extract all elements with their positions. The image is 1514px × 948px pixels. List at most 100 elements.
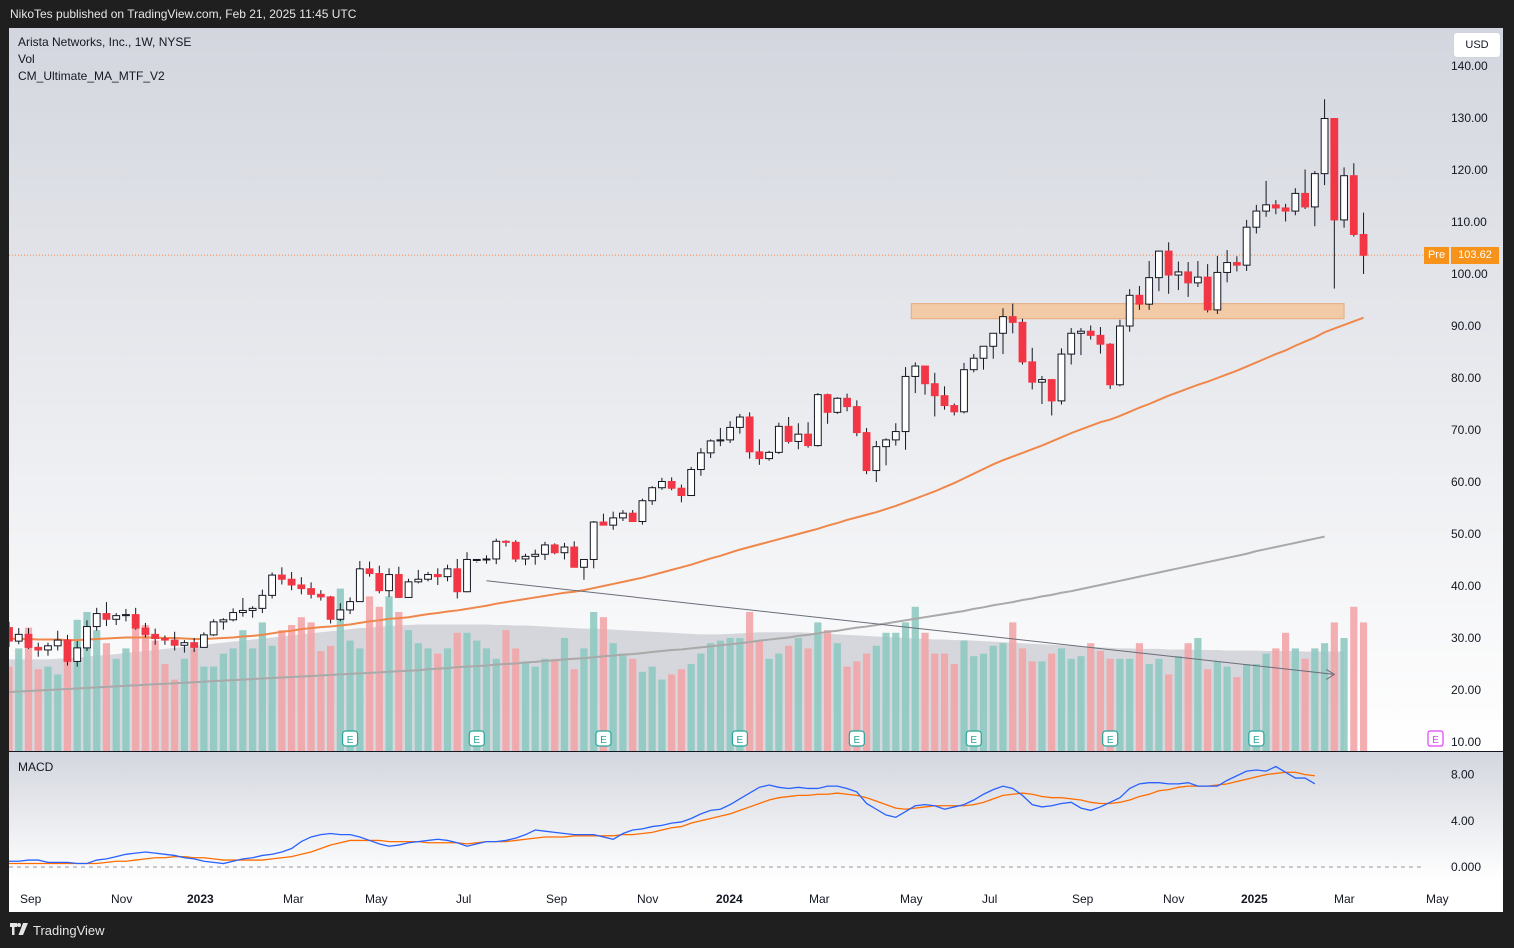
price-tick-label: 80.00 <box>1451 371 1481 385</box>
volume-bar <box>24 627 33 751</box>
volume-bar <box>970 656 978 751</box>
price-tick-label: 140.00 <box>1451 59 1488 73</box>
candle-body <box>1047 379 1056 402</box>
candle-body <box>502 540 510 543</box>
chart-canvas[interactable]: E E E E E E E E E 140.00 130.00 120.00 110.00 100.00 9… <box>9 28 1503 912</box>
candle-body <box>365 568 374 575</box>
volume-bar <box>931 653 939 751</box>
candle-body <box>1018 321 1027 363</box>
earnings-marker-label: E <box>853 735 860 746</box>
volume-bar <box>63 648 72 751</box>
time-tick-label: Sep <box>1072 892 1094 906</box>
price-tick-label: 30.00 <box>1451 631 1481 645</box>
candle-body <box>122 614 130 617</box>
candle-body <box>375 573 384 592</box>
candle-body <box>297 584 306 590</box>
volume-bar <box>443 648 452 751</box>
volume-bar <box>882 632 890 751</box>
volume-bar <box>463 632 471 751</box>
volume-bar <box>609 643 617 751</box>
candle-body <box>424 574 432 580</box>
volume-bar <box>1135 643 1144 751</box>
candle-body <box>258 594 267 609</box>
earnings-marker <box>468 730 485 747</box>
volume-bar <box>395 612 403 751</box>
volume-bar <box>765 658 773 751</box>
candle-body <box>1291 192 1300 212</box>
candle-body <box>1057 353 1066 402</box>
volume-bar <box>1184 643 1192 751</box>
volume-bar <box>921 632 929 751</box>
time-tick-label: May <box>900 892 923 906</box>
volume-bar <box>34 669 42 751</box>
candle-body <box>843 397 851 408</box>
candle-body <box>599 521 608 526</box>
volume-bar <box>375 606 383 751</box>
volume-bar <box>1155 658 1163 751</box>
volume-bar <box>648 666 656 751</box>
volume-bar <box>210 666 218 751</box>
volume-bar <box>1145 664 1153 751</box>
candle-body <box>852 406 861 434</box>
macd-legend[interactable]: MACD <box>18 760 54 774</box>
volume-bar <box>414 643 422 751</box>
volume-bar <box>979 653 988 751</box>
volume-bar <box>502 630 510 751</box>
volume-bar <box>512 648 520 751</box>
volume-bar <box>1028 661 1036 751</box>
candle-body <box>248 607 257 611</box>
candle-body <box>960 369 968 413</box>
time-tick-label: 2025 <box>1241 892 1268 906</box>
price-tick-label: 60.00 <box>1451 475 1481 489</box>
candle-body <box>316 593 325 598</box>
volume-bar <box>1252 664 1260 751</box>
footer-bar: TradingView <box>0 912 1514 948</box>
candle-body <box>404 581 413 598</box>
candle-body <box>238 609 247 614</box>
volume-bar <box>1262 653 1270 751</box>
volume-bar <box>151 640 159 751</box>
volume-bar <box>424 648 432 751</box>
candle-body <box>1271 204 1280 209</box>
volume-bar <box>288 625 296 751</box>
candle-body <box>667 480 676 489</box>
volume-bar <box>404 630 413 751</box>
price-pane-bg <box>9 28 1503 751</box>
upcoming-earnings-label: E <box>1432 735 1439 746</box>
candle-body <box>1155 250 1163 279</box>
time-tick-label: Nov <box>111 892 132 906</box>
volume-legend[interactable]: Vol <box>18 52 35 66</box>
volume-bar <box>1048 653 1056 751</box>
volume-bar <box>989 645 997 751</box>
candle-body <box>1174 271 1183 276</box>
candle-body <box>1203 276 1212 311</box>
volume-bar <box>356 648 364 751</box>
time-tick-label: May <box>365 892 388 906</box>
volume-bar <box>1223 666 1231 751</box>
candle-body <box>1067 332 1076 355</box>
volume-bar <box>862 653 871 751</box>
volume-bar <box>1165 674 1173 751</box>
volume-bar <box>171 679 179 751</box>
volume-bar <box>599 617 608 751</box>
volume-bar <box>9 666 13 751</box>
publish-info: NikoTes published on TradingView.com, Fe… <box>10 7 357 21</box>
earnings-marker <box>1248 730 1265 747</box>
volume-bar <box>521 661 530 751</box>
premarket-label: Pre <box>1424 247 1449 264</box>
earnings-marker <box>965 730 982 747</box>
price-tick-label: 100.00 <box>1451 267 1488 281</box>
price-tick-label: 130.00 <box>1451 111 1488 125</box>
candle-body <box>726 426 735 441</box>
volume-bar <box>1126 658 1134 751</box>
candle-body <box>463 558 471 593</box>
volume-bar <box>872 645 880 751</box>
volume-bar <box>326 645 335 751</box>
candle-body <box>141 627 150 635</box>
candle-body <box>882 439 890 448</box>
volume-bar <box>482 648 491 751</box>
macd-tick-label: 4.00 <box>1451 814 1475 828</box>
currency-button[interactable]: USD <box>1453 32 1501 58</box>
symbol-legend[interactable]: Arista Networks, Inc., 1W, NYSE <box>18 35 192 49</box>
indicator-legend[interactable]: CM_Ultimate_MA_MTF_V2 <box>18 69 165 83</box>
